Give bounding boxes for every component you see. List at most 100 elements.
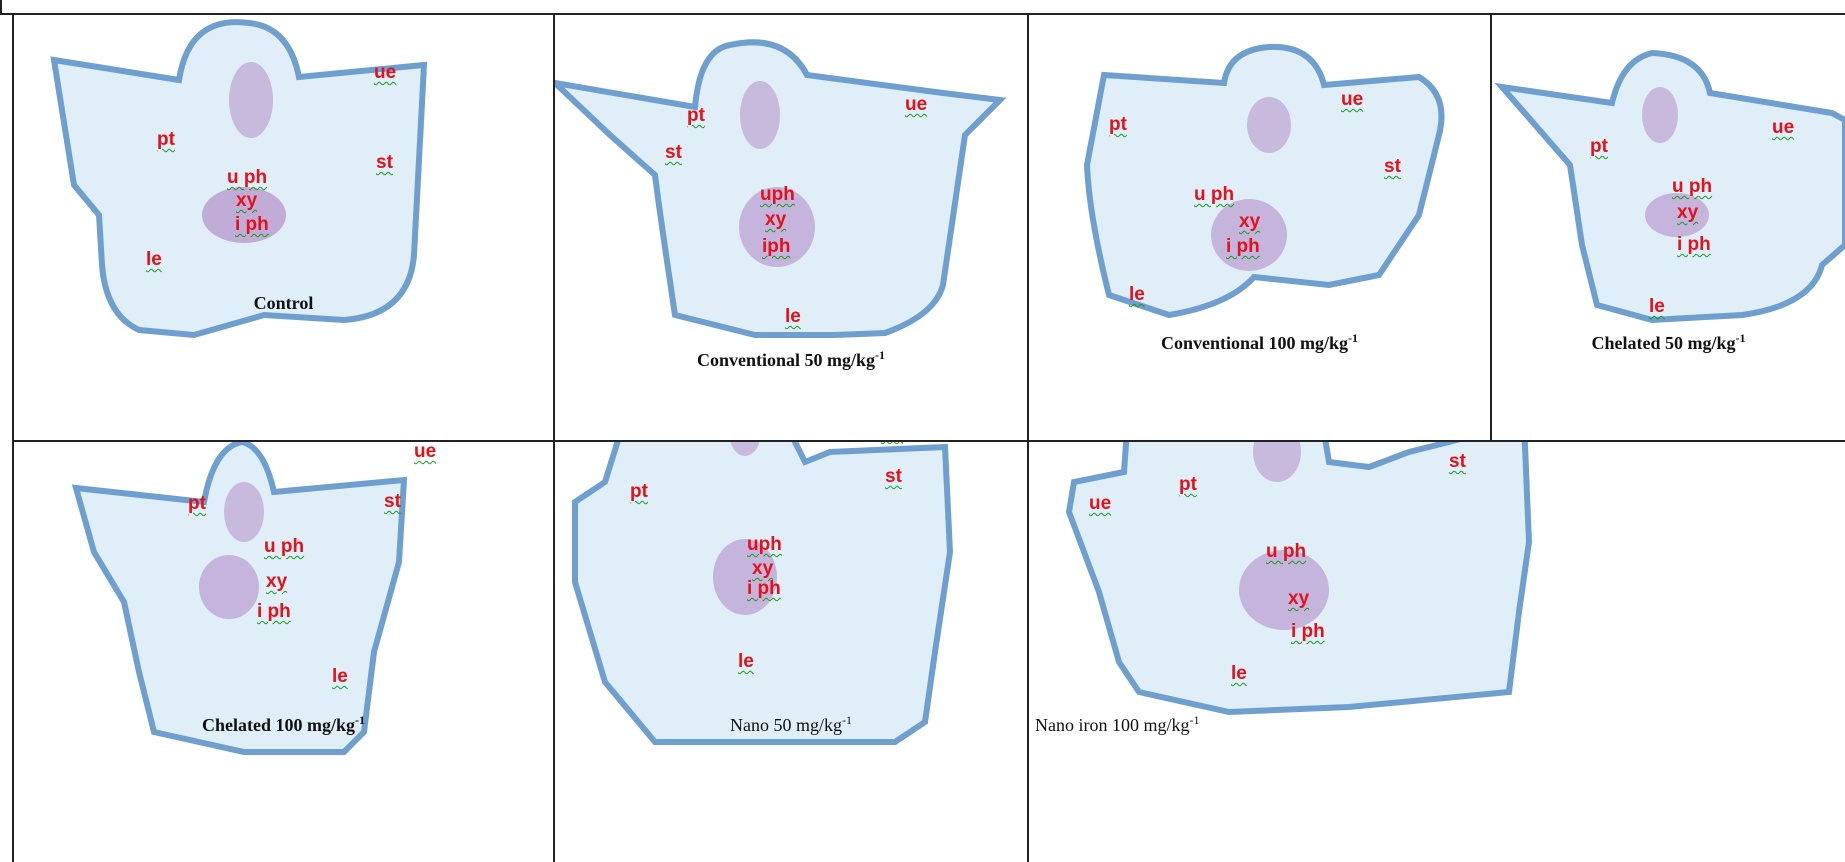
upper-bundle [1642,87,1678,143]
label-iph: i ph [1677,234,1711,255]
xylem-bundle [199,555,259,619]
caption-text: Chelated 50 mg/kg [1591,333,1736,353]
grid-row-divider [12,440,1845,442]
label-uph: uph [747,534,782,555]
label-uph: uph [760,184,795,205]
label-st: st [665,142,682,163]
label-iph: i ph [747,578,781,599]
leaf-section-image [50,19,428,339]
label-pt: pt [157,129,175,150]
caption-text: Conventional 100 mg/kg [1160,333,1349,353]
panel-nano-50: ue pt st uph xy i ph le Nano 50 mg/kg-1 [555,442,1027,862]
label-pt: pt [1109,114,1127,135]
leaf-section-image [1065,442,1533,716]
label-xy: xy [765,209,787,230]
panel-control: ue pt st u ph xy i ph le Control [14,15,553,440]
tissue-outline [50,19,428,339]
tissue-outline [1494,49,1845,324]
grid-top-border [0,13,1845,15]
xylem-bundle [202,187,286,243]
upper-bundle [730,442,760,456]
label-ue: ue [1089,493,1112,514]
label-pt: pt [630,481,648,502]
label-le: le [1129,284,1145,305]
caption-text: Nano iron 100 mg/kg [1035,715,1190,735]
label-st: st [1384,156,1401,177]
label-ue: ue [414,442,437,462]
tissue-outline [1083,43,1445,319]
panel-caption: Chelated 50 mg/kg-1 [1492,331,1845,354]
grid-col-divider-1 [553,13,555,862]
panel-caption: Nano iron 100 mg/kg-1 [1035,713,1845,736]
label-le: le [146,249,162,270]
label-iph: i ph [235,214,269,235]
caption-superscript: -1 [1189,713,1200,727]
caption-superscript: -1 [842,713,852,727]
panel-nano-iron-100: st pt ue u ph xy i ph le Nano iron 100 m… [1029,442,1845,862]
caption-superscript: -1 [355,713,365,727]
upper-bundle [1253,442,1301,482]
label-ue: ue [905,94,928,115]
xylem-bundle [1645,193,1709,237]
label-pt: pt [1590,136,1608,157]
label-uph: u ph [264,536,305,557]
leaf-section-image [71,442,408,755]
caption-text: Conventional 50 mg/kg [696,350,876,370]
panel-caption: Conventional 50 mg/kg-1 [555,348,1027,371]
label-pt: pt [1179,474,1197,495]
panel-caption: Chelated 100 mg/kg-1 [14,713,553,736]
label-iph: iph [762,236,791,257]
caption-text: Nano 50 mg/kg [730,715,842,735]
label-le: le [1231,663,1247,684]
leaf-section-image [1494,49,1845,324]
panel-caption: Conventional 100 mg/kg-1 [1029,331,1490,354]
panel-conventional-100: ue pt st u ph xy i ph le Conventional 10… [1029,15,1490,440]
panel-conventional-50: pt ue st uph xy iph le Conventional 50 m… [555,15,1027,440]
caption-superscript: -1 [875,348,886,362]
leaf-section-image [572,442,954,745]
caption-superscript: -1 [1348,331,1359,345]
upper-bundle [740,81,780,149]
label-st: st [1449,451,1466,472]
label-st: st [376,152,393,173]
label-uph: u ph [1266,541,1307,562]
label-xy: xy [236,190,258,211]
label-pt: pt [687,105,705,126]
grid-left-border [12,13,14,862]
panel-caption: Nano 50 mg/kg-1 [555,713,1027,736]
label-st: st [885,466,902,487]
label-pt: pt [188,493,206,514]
grid-col-divider-2 [1027,13,1029,862]
xylem-bundle [713,539,777,615]
label-le: le [1649,296,1665,317]
label-xy: xy [1239,211,1261,232]
label-ue: ue [1341,89,1364,110]
grid-left-edge [0,0,2,14]
caption-superscript: -1 [1735,331,1746,345]
label-iph: i ph [257,601,291,622]
label-uph: u ph [1194,184,1235,205]
label-le: le [738,651,754,672]
leaf-section-image [555,39,1007,338]
caption-text: Control [253,293,314,313]
label-xy: xy [1288,588,1310,609]
upper-bundle [224,482,264,542]
caption-text: Chelated 100 mg/kg [202,715,355,735]
label-le: le [332,666,348,687]
panel-chelated-100: ue pt st u ph xy i ph le Chelated 100 mg… [14,442,553,862]
label-iph: i ph [1291,621,1325,642]
xylem-bundle [1239,550,1329,630]
panel-chelated-50: pt ue u ph xy i ph le Chelated 50 mg/kg-… [1492,15,1845,440]
label-st: st [384,491,401,512]
label-ue: ue [374,62,397,83]
label-xy: xy [266,571,288,592]
leaf-section-image [1083,43,1445,319]
upper-bundle [1247,97,1291,153]
label-xy: xy [1677,202,1699,223]
label-le: le [785,306,801,327]
upper-bundle [229,62,273,138]
panel-caption: Control [14,293,553,314]
grid-col-divider-3 [1490,13,1492,442]
label-iph: i ph [1226,236,1260,257]
